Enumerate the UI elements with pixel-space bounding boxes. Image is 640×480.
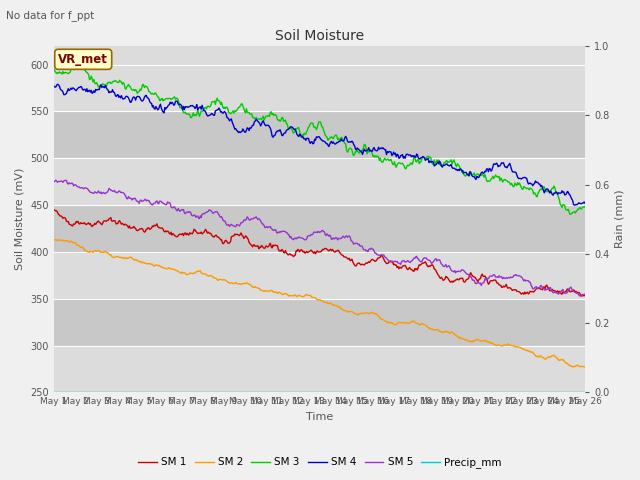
SM 2 bbox=[451, 332, 459, 337]
SM 4 bbox=[50, 84, 58, 89]
SM 5 bbox=[364, 249, 372, 254]
SM 1 bbox=[404, 266, 412, 272]
SM 1 bbox=[581, 293, 589, 299]
SM 1 bbox=[50, 207, 58, 213]
Title: Soil Moisture: Soil Moisture bbox=[275, 29, 364, 43]
SM 1 bbox=[187, 231, 195, 237]
SM 4 bbox=[188, 103, 195, 109]
SM 3 bbox=[406, 162, 413, 168]
SM 3 bbox=[291, 129, 299, 134]
SM 5 bbox=[188, 212, 195, 218]
Precip_mm bbox=[291, 389, 298, 395]
SM 5 bbox=[52, 177, 60, 183]
SM 5 bbox=[50, 179, 58, 185]
SM 3 bbox=[581, 204, 589, 210]
Line: SM 5: SM 5 bbox=[54, 180, 585, 296]
SM 5 bbox=[406, 259, 413, 265]
SM 4 bbox=[581, 200, 589, 206]
SM 2 bbox=[291, 292, 299, 298]
SM 1 bbox=[291, 253, 298, 259]
Precip_mm bbox=[450, 389, 458, 395]
SM 3 bbox=[451, 159, 459, 165]
SM 4 bbox=[145, 96, 153, 102]
SM 1 bbox=[363, 261, 371, 266]
SM 5 bbox=[291, 235, 299, 241]
SM 4 bbox=[451, 166, 459, 171]
SM 5 bbox=[145, 198, 153, 204]
Line: SM 4: SM 4 bbox=[54, 84, 585, 205]
SM 4 bbox=[571, 202, 579, 208]
Text: VR_met: VR_met bbox=[58, 53, 108, 66]
Y-axis label: Rain (mm): Rain (mm) bbox=[615, 190, 625, 249]
Bar bbox=[54, 205, 585, 252]
SM 2 bbox=[145, 261, 153, 267]
SM 4 bbox=[291, 126, 299, 132]
Y-axis label: Soil Moisture (mV): Soil Moisture (mV) bbox=[15, 168, 25, 270]
Line: SM 2: SM 2 bbox=[54, 240, 585, 367]
SM 2 bbox=[50, 237, 58, 243]
SM 3 bbox=[145, 89, 153, 95]
SM 3 bbox=[566, 212, 574, 217]
SM 2 bbox=[188, 270, 195, 276]
Precip_mm bbox=[404, 389, 412, 395]
SM 2 bbox=[364, 310, 372, 316]
SM 3 bbox=[364, 149, 372, 155]
SM 1 bbox=[579, 293, 586, 299]
SM 1 bbox=[450, 278, 458, 284]
X-axis label: Time: Time bbox=[306, 412, 333, 422]
Bar bbox=[54, 111, 585, 158]
Precip_mm bbox=[363, 389, 371, 395]
Legend: SM 1, SM 2, SM 3, SM 4, SM 5, Precip_mm: SM 1, SM 2, SM 3, SM 4, SM 5, Precip_mm bbox=[134, 453, 506, 472]
Precip_mm bbox=[187, 389, 195, 395]
SM 5 bbox=[451, 268, 459, 274]
SM 2 bbox=[581, 364, 589, 370]
SM 2 bbox=[51, 237, 59, 242]
Text: No data for f_ppt: No data for f_ppt bbox=[6, 10, 95, 21]
Bar bbox=[54, 346, 585, 392]
SM 4 bbox=[364, 147, 372, 153]
SM 3 bbox=[50, 67, 58, 72]
Bar bbox=[54, 299, 585, 346]
Bar bbox=[54, 65, 585, 111]
SM 1 bbox=[144, 225, 152, 230]
Bar bbox=[54, 158, 585, 205]
Line: SM 3: SM 3 bbox=[54, 65, 585, 215]
SM 5 bbox=[577, 293, 584, 299]
SM 2 bbox=[406, 320, 413, 326]
Precip_mm bbox=[50, 389, 58, 395]
Precip_mm bbox=[581, 389, 589, 395]
SM 4 bbox=[406, 152, 413, 158]
Precip_mm bbox=[144, 389, 152, 395]
Bar bbox=[54, 252, 585, 299]
SM 5 bbox=[581, 291, 589, 297]
SM 3 bbox=[76, 62, 84, 68]
Line: SM 1: SM 1 bbox=[54, 210, 585, 296]
SM 3 bbox=[188, 115, 195, 120]
SM 4 bbox=[54, 82, 61, 87]
